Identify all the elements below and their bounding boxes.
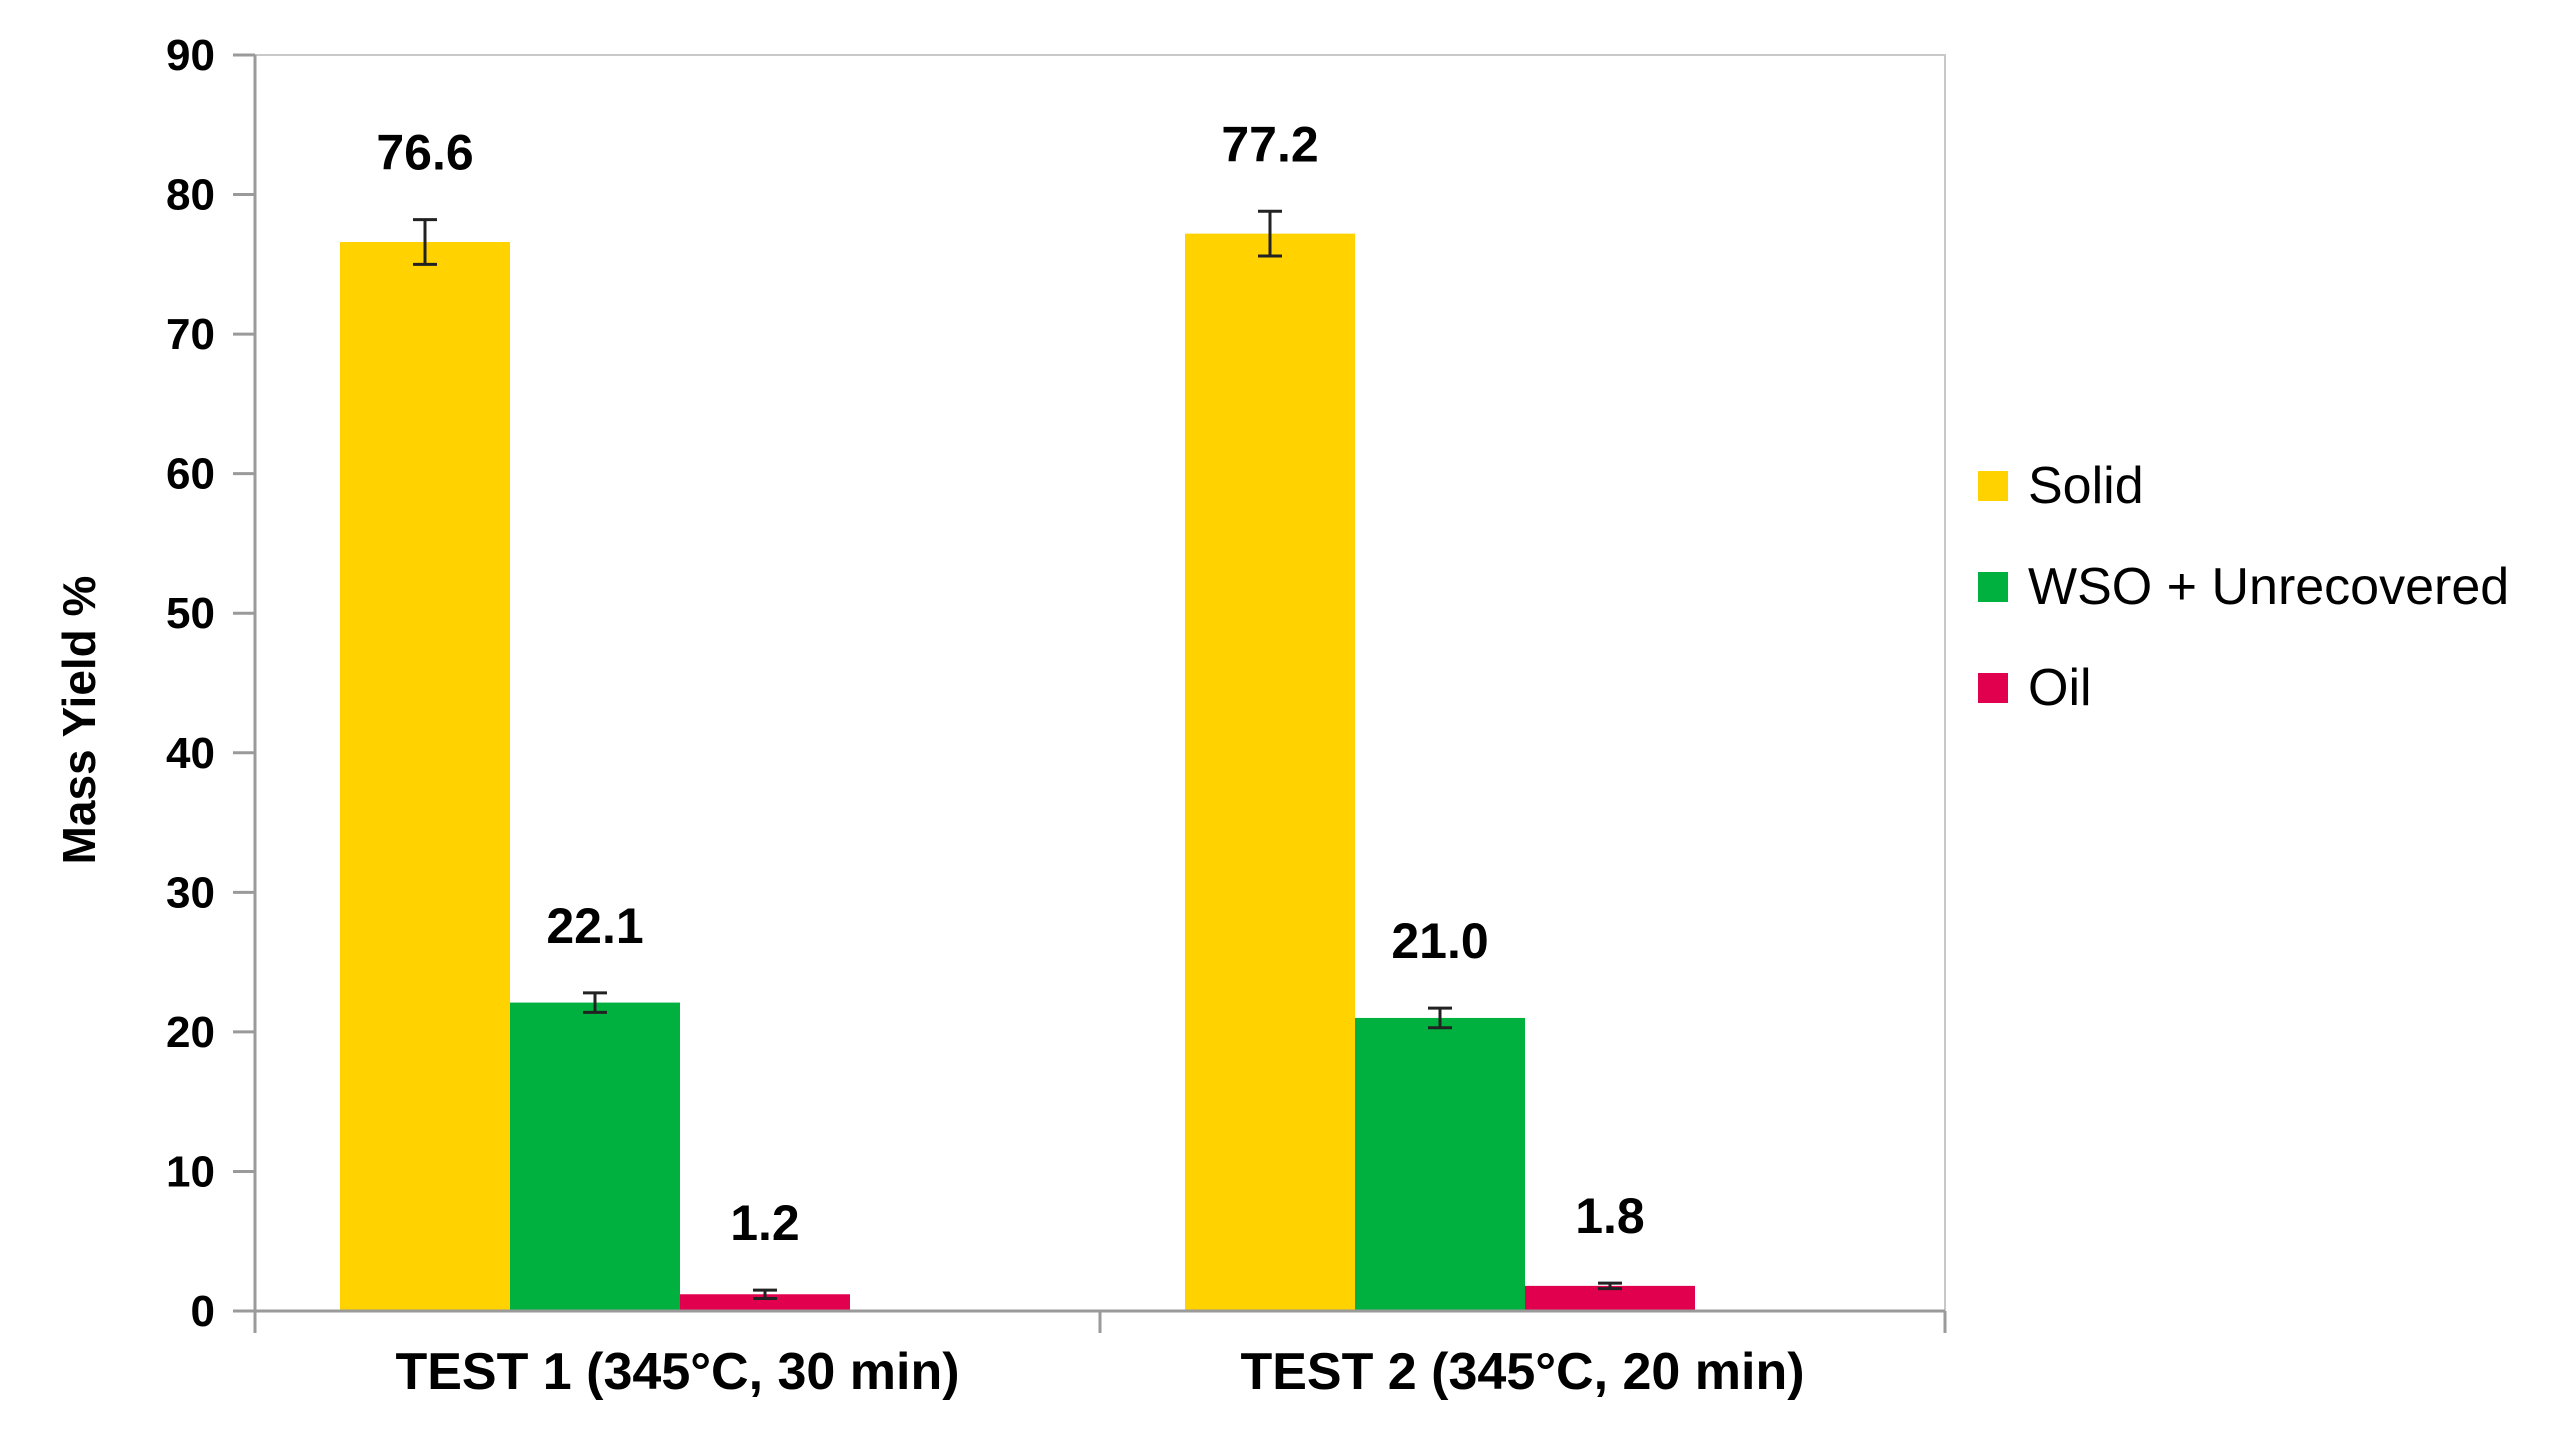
bar: [1185, 233, 1355, 1311]
bars: 76.6 22.1 1.2 77.2 21.0 1.8: [340, 116, 1865, 1312]
data-label: 21.0: [1391, 913, 1488, 969]
data-label: 77.2: [1221, 116, 1318, 172]
legend-swatch: [1978, 572, 2008, 602]
bar: [340, 242, 510, 1312]
data-label: 22.1: [546, 898, 643, 954]
y-tick-label: 80: [166, 171, 215, 220]
y-tick-label: 10: [166, 1147, 215, 1196]
legend-swatch: [1978, 673, 2008, 703]
y-axis-title: Mass Yield %: [53, 576, 105, 865]
bar: [510, 1002, 680, 1311]
y-tick-label: 30: [166, 868, 215, 917]
legend-swatch: [1978, 471, 2008, 501]
legend-label: Oil: [2028, 659, 2092, 717]
y-tick-label: 0: [191, 1287, 215, 1336]
data-label: 1.2: [730, 1195, 800, 1251]
x-axis: TEST 1 (345°C, 30 min) TEST 2 (345°C, 20 …: [253, 1309, 1947, 1401]
y-tick-label: 70: [166, 310, 215, 359]
bar: [1355, 1017, 1525, 1311]
y-tick-label: 50: [166, 589, 215, 638]
legend: Solid WSO + Unrecovered Oil: [1978, 457, 2509, 717]
y-tick-label: 60: [166, 450, 215, 499]
x-category-label: TEST 1 (345°C, 30 min): [395, 1343, 959, 1401]
data-label: 1.8: [1575, 1188, 1645, 1244]
data-label: 76.6: [376, 125, 473, 181]
y-tick-label: 90: [166, 31, 215, 80]
y-tick-label: 20: [166, 1008, 215, 1057]
legend-label: Solid: [2028, 457, 2144, 515]
y-tick-label: 40: [166, 729, 215, 778]
legend-label: WSO + Unrecovered: [2028, 558, 2509, 616]
y-axis: 0 10 20 30 40 50 60 70 80 90: [166, 31, 257, 1336]
bar: [680, 1294, 850, 1311]
x-category-label: TEST 2 (345°C, 20 min): [1240, 1343, 1804, 1401]
